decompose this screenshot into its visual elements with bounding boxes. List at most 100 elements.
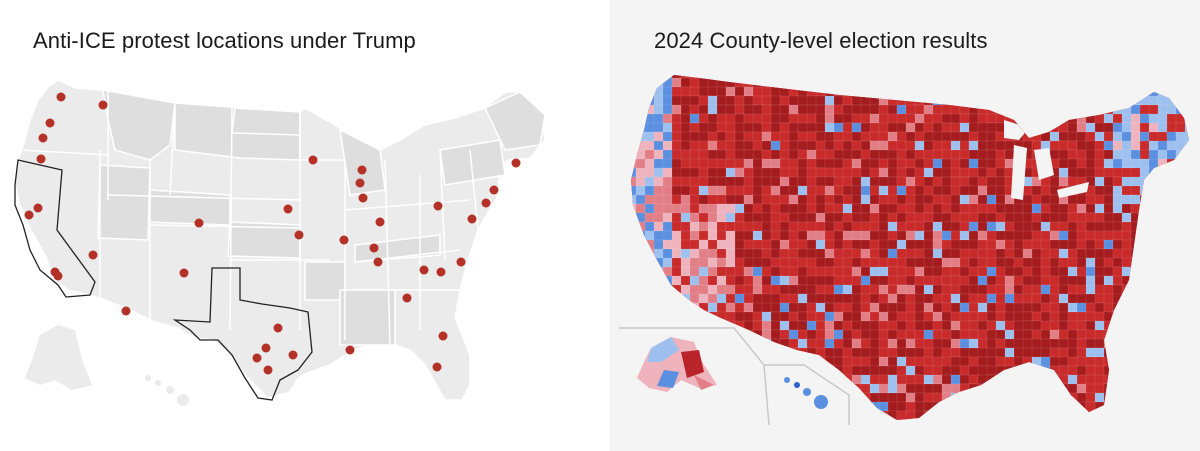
county-cell bbox=[905, 320, 916, 332]
county-cell bbox=[1103, 410, 1114, 420]
county-cell bbox=[680, 75, 691, 79]
county-cell bbox=[631, 311, 638, 322]
county-cell bbox=[932, 419, 943, 420]
county-cell bbox=[653, 140, 665, 151]
county-cell bbox=[1184, 131, 1189, 142]
county-cell bbox=[779, 410, 792, 420]
county-cell bbox=[788, 401, 801, 413]
county-cell bbox=[1103, 401, 1115, 415]
county-cell bbox=[842, 203, 854, 214]
county-cell bbox=[987, 429, 998, 441]
county-cell bbox=[1014, 438, 1028, 447]
county-cell bbox=[770, 383, 784, 395]
county-cell bbox=[671, 95, 682, 107]
county-cell bbox=[780, 438, 789, 447]
county-cell bbox=[1139, 284, 1153, 297]
county-cell bbox=[897, 438, 907, 448]
county-cell bbox=[690, 60, 700, 70]
county-cell bbox=[1130, 194, 1146, 206]
county-cell bbox=[618, 177, 629, 187]
county-cell bbox=[609, 168, 619, 178]
county-cell bbox=[1004, 365, 1018, 379]
county-cell bbox=[1103, 149, 1114, 161]
county-cell bbox=[631, 113, 637, 125]
county-cell bbox=[1148, 374, 1162, 388]
county-cell bbox=[788, 338, 800, 349]
protest-marker bbox=[489, 185, 499, 195]
county-cell bbox=[833, 185, 844, 196]
county-cell bbox=[941, 311, 953, 322]
county-cell bbox=[870, 438, 880, 448]
county-cell bbox=[618, 132, 628, 141]
county-cell bbox=[1194, 78, 1200, 87]
county-cell bbox=[815, 374, 831, 386]
county-cell bbox=[1157, 374, 1168, 387]
county-cell bbox=[986, 86, 998, 99]
county-cell bbox=[1013, 75, 1028, 82]
county-cell bbox=[968, 392, 983, 405]
county-cell bbox=[707, 86, 718, 97]
county-cell bbox=[1103, 86, 1116, 99]
county-cell bbox=[725, 338, 741, 352]
county-cell bbox=[689, 410, 705, 420]
county-cell bbox=[1139, 392, 1150, 403]
county-cell bbox=[680, 293, 691, 304]
county-cell bbox=[1166, 284, 1180, 297]
county-cell bbox=[1013, 86, 1027, 99]
county-cell bbox=[1104, 429, 1116, 438]
county-cell bbox=[1148, 311, 1161, 325]
county-cell bbox=[770, 401, 783, 412]
county-cell bbox=[1031, 374, 1042, 387]
county-cell bbox=[618, 60, 628, 70]
county-cell bbox=[743, 401, 758, 413]
county-cell bbox=[716, 383, 731, 396]
county-cell bbox=[631, 158, 632, 170]
county-cell bbox=[1040, 401, 1054, 413]
county-cell bbox=[1175, 230, 1189, 243]
county-cell bbox=[645, 60, 657, 69]
county-cell bbox=[1067, 86, 1083, 98]
county-cell bbox=[671, 113, 682, 125]
protest-marker bbox=[339, 235, 349, 245]
county-cell bbox=[1139, 77, 1154, 91]
protest-marker bbox=[273, 323, 283, 333]
county-cell bbox=[609, 249, 623, 261]
county-cell bbox=[1157, 248, 1171, 262]
county-cell bbox=[752, 122, 763, 134]
county-cell bbox=[986, 149, 998, 161]
county-cell bbox=[1076, 410, 1087, 420]
county-cell bbox=[752, 338, 768, 350]
texas-outline bbox=[172, 267, 313, 401]
county-cell bbox=[1194, 159, 1200, 169]
county-cell bbox=[1121, 329, 1132, 342]
county-cell bbox=[869, 176, 881, 187]
county-cell bbox=[1040, 104, 1051, 115]
county-cell bbox=[1094, 75, 1105, 80]
county-cell bbox=[725, 329, 736, 341]
county-cell bbox=[995, 203, 1006, 215]
county-cell bbox=[842, 347, 854, 359]
county-cell bbox=[842, 401, 854, 415]
county-cell bbox=[635, 275, 651, 289]
county-cell bbox=[1049, 401, 1065, 415]
county-cell bbox=[923, 75, 935, 79]
county-cell bbox=[833, 257, 845, 268]
county-cell bbox=[744, 438, 754, 448]
county-cell bbox=[689, 401, 705, 412]
county-cell bbox=[1085, 75, 1097, 79]
county-cell bbox=[631, 383, 633, 395]
county-cell bbox=[869, 122, 880, 134]
county-cell bbox=[644, 248, 656, 261]
county-cell bbox=[905, 248, 917, 260]
county-cell bbox=[1077, 429, 1086, 440]
county-cell bbox=[618, 321, 630, 333]
county-cell bbox=[1140, 60, 1154, 71]
county-cell bbox=[1184, 311, 1189, 325]
county-cell bbox=[1059, 438, 1069, 447]
county-cell bbox=[968, 401, 983, 414]
county-cell bbox=[631, 95, 633, 107]
county-cell bbox=[1148, 338, 1160, 349]
county-cell bbox=[798, 429, 810, 438]
county-cell bbox=[716, 167, 728, 178]
county-cell bbox=[1184, 365, 1189, 378]
